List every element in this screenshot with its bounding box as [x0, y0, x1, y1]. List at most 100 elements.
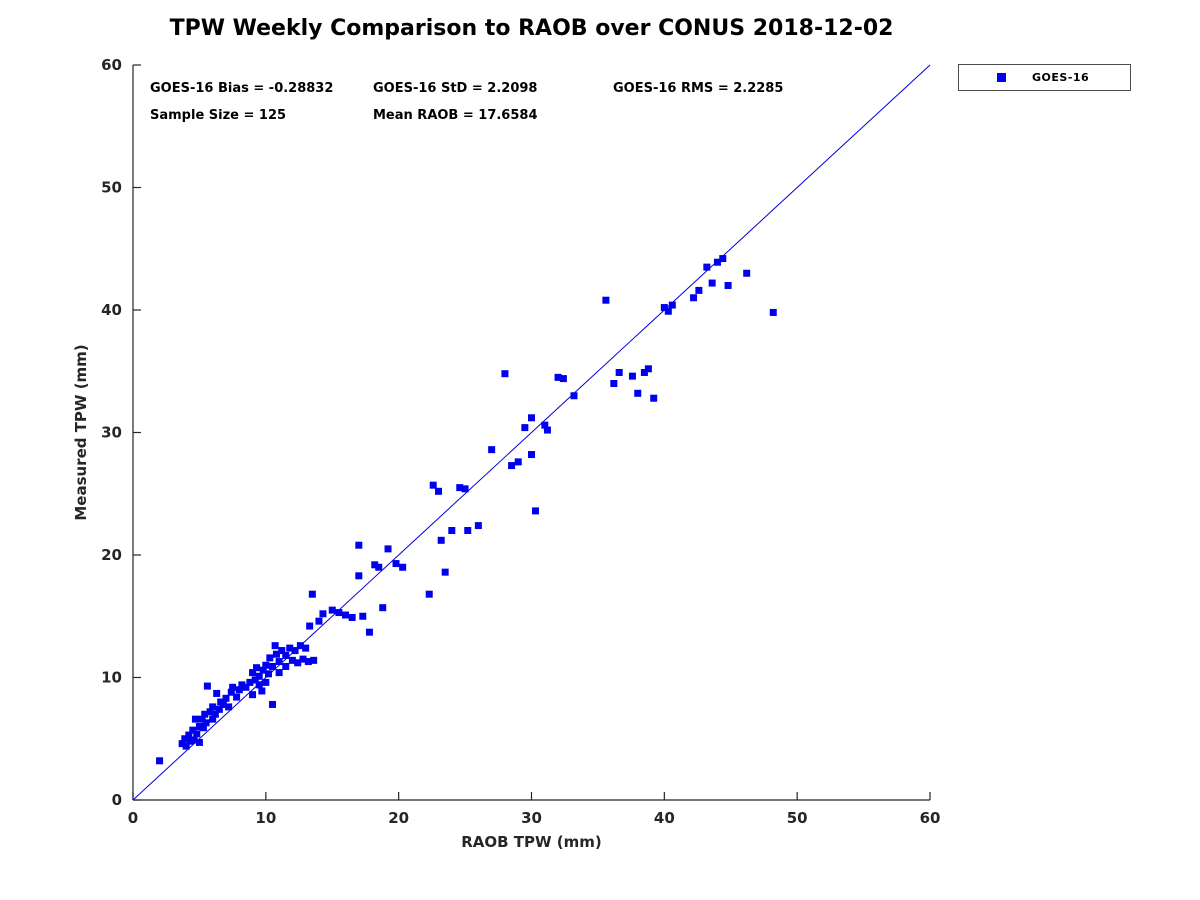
scatter-point	[359, 612, 367, 620]
x-tick-label: 40	[654, 809, 675, 827]
scatter-point	[342, 611, 350, 619]
x-tick-label: 50	[787, 809, 808, 827]
scatter-point	[264, 670, 272, 678]
scatter-point	[235, 686, 243, 694]
scatter-point	[488, 446, 496, 454]
scatter-point	[628, 372, 636, 380]
scatter-point	[255, 681, 263, 689]
scatter-point	[441, 568, 449, 576]
scatter-point	[531, 507, 539, 515]
scatter-point	[178, 740, 186, 748]
scatter-point	[268, 662, 276, 670]
scatter-point	[189, 726, 197, 734]
x-ticks: 0 10 20 30 40 50 60	[128, 792, 941, 827]
scatter-point	[615, 368, 623, 376]
scatter-point	[703, 263, 711, 271]
scatter-point	[222, 694, 230, 702]
scatter-point	[209, 715, 217, 723]
scatter-point	[227, 688, 235, 696]
scatter-point	[275, 658, 283, 666]
scatter-point	[181, 735, 189, 743]
stat-mean-raob: Mean RAOB = 17.6584	[373, 108, 538, 123]
scatter-point	[379, 604, 387, 612]
y-tick-label: 0	[112, 791, 122, 809]
scatter-point	[202, 719, 210, 727]
scatter-point	[242, 683, 250, 691]
scatter-point	[392, 560, 400, 568]
scatter-point	[191, 715, 199, 723]
scatter-point	[282, 662, 290, 670]
scatter-point	[229, 683, 237, 691]
scatter-point	[271, 642, 279, 650]
x-tick-label: 60	[920, 809, 941, 827]
scatter-point	[650, 394, 658, 402]
scatter-points	[156, 255, 777, 765]
scatter-point	[355, 572, 363, 580]
scatter-point	[258, 687, 266, 695]
scatter-point	[190, 736, 198, 744]
scatter-point	[559, 375, 567, 383]
scatter-point	[769, 308, 777, 316]
chart-title: TPW Weekly Comparison to RAOB over CONUS…	[169, 16, 894, 41]
scatter-point	[690, 294, 698, 302]
scatter-point	[554, 373, 562, 381]
scatter-point	[640, 368, 648, 376]
scatter-point	[371, 561, 379, 569]
y-tick-label: 50	[101, 179, 122, 197]
scatter-point	[634, 389, 642, 397]
legend: GOES-16	[958, 64, 1131, 91]
scatter-point	[474, 522, 482, 530]
scatter-point	[319, 610, 327, 618]
scatter-point	[198, 715, 206, 723]
scatter-point	[528, 451, 535, 459]
legend-marker-goes16	[997, 73, 1006, 82]
scatter-point	[668, 301, 676, 309]
scatter-point	[302, 644, 310, 652]
scatter-point	[435, 487, 443, 495]
scatter-point	[288, 656, 296, 664]
scatter-point	[296, 642, 304, 650]
scatter-point	[206, 708, 214, 716]
scatter-point	[602, 296, 610, 304]
scatter-point	[695, 286, 703, 294]
scatter-point	[304, 658, 312, 666]
x-axis-title: RAOB TPW (mm)	[461, 833, 602, 851]
scatter-point	[182, 742, 190, 750]
scatter-point	[610, 380, 618, 387]
scatter-point	[233, 693, 241, 701]
scatter-point	[299, 655, 307, 663]
scatter-point	[306, 622, 314, 630]
stat-sample-size: Sample Size = 125	[150, 108, 287, 123]
scatter-point	[262, 661, 270, 669]
scatter-point	[713, 258, 721, 266]
scatter-point	[255, 672, 263, 680]
scatter-point	[225, 703, 233, 711]
scatter-point	[328, 606, 336, 614]
scatter-point	[335, 609, 343, 617]
scatter-point	[259, 666, 267, 674]
scatter-point	[644, 365, 652, 373]
scatter-point	[156, 757, 164, 765]
scatter-point	[461, 485, 469, 493]
scatter-point	[425, 590, 433, 598]
scatter-point	[251, 676, 259, 684]
y-tick-label: 40	[101, 301, 122, 319]
scatter-point	[186, 737, 194, 745]
scatter-point	[209, 703, 217, 711]
stat-rms: GOES-16 RMS = 2.2285	[613, 81, 784, 96]
scatter-point	[743, 269, 751, 277]
stat-bias: GOES-16 Bias = -0.28832	[150, 81, 334, 96]
scatter-point	[365, 628, 373, 636]
y-tick-label: 30	[101, 424, 122, 442]
scatter-point	[238, 681, 246, 689]
scatter-point	[724, 282, 732, 289]
x-tick-label: 0	[128, 809, 138, 827]
x-tick-label: 20	[388, 809, 409, 827]
scatter-point	[528, 414, 535, 422]
scatter-point	[570, 392, 578, 400]
scatter-point	[291, 647, 299, 655]
scatter-point	[193, 730, 201, 738]
stat-std: GOES-16 StD = 2.2098	[373, 81, 538, 96]
scatter-point	[294, 659, 302, 667]
